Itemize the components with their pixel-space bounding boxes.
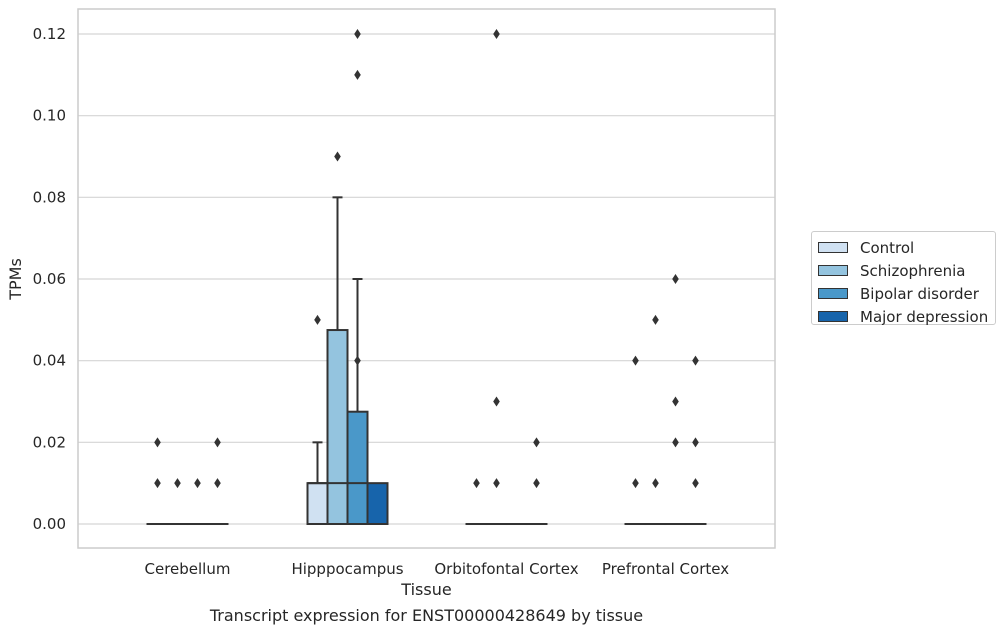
y-axis-title: TPMs: [6, 258, 25, 301]
box-group: [525, 437, 548, 526]
box-layer: [146, 29, 707, 526]
box: [346, 410, 369, 526]
outlier-point: [533, 478, 540, 489]
outlier-point: [632, 355, 639, 366]
outlier-point: [692, 355, 699, 366]
x-axis-title: Tissue: [400, 580, 451, 599]
y-tick-label: 0.02: [33, 433, 66, 451]
box-group: [485, 29, 508, 526]
grid-lines: [78, 33, 775, 525]
y-tick-label: 0.06: [33, 270, 66, 288]
y-tick-label: 0.00: [33, 515, 66, 533]
outlier-point: [493, 29, 500, 39]
legend-item: Control: [818, 236, 989, 259]
legend-swatch: [818, 265, 848, 276]
legend-swatch: [818, 311, 848, 322]
x-tick-label: Cerebellum: [145, 560, 231, 578]
legend-label: Schizophrenia: [860, 261, 966, 280]
box-group: [166, 478, 189, 526]
legend-item: Bipolar disorder: [818, 282, 989, 305]
box-group: [465, 478, 488, 526]
outlier-point: [174, 478, 181, 489]
x-tick-labels: Cerebellum Hipppocampus Orbitofontal Corte…: [145, 560, 730, 578]
legend-label: Control: [860, 238, 915, 257]
y-tick-labels: 0.00 0.02 0.04 0.06 0.08 0.10 0.12: [33, 25, 66, 533]
legend-item: Schizophrenia: [818, 259, 989, 282]
outlier-point: [692, 478, 699, 489]
outlier-point: [354, 69, 361, 80]
box: [366, 482, 389, 525]
outlier-point: [493, 478, 500, 489]
box-group: [684, 355, 707, 526]
outlier-point: [154, 478, 161, 489]
outlier-point: [672, 437, 679, 448]
box-group: [366, 482, 389, 525]
x-tick-label: Orbitofontal Cortex: [434, 560, 578, 578]
chart-caption: Transcript expression for ENST0000042864…: [209, 606, 644, 625]
legend-swatch: [818, 242, 848, 253]
legend-item: Major depression: [818, 305, 989, 328]
outlier-point: [354, 29, 361, 39]
box-group: [306, 314, 329, 525]
outlier-point: [692, 437, 699, 448]
outlier-point: [533, 437, 540, 448]
box-group: [206, 437, 229, 526]
box-group: [644, 314, 667, 526]
outlier-point: [672, 396, 679, 407]
outlier-point: [652, 478, 659, 489]
outlier-point: [493, 396, 500, 407]
legend-swatch: [818, 288, 848, 299]
outlier-point: [473, 478, 480, 489]
legend-label: Major depression: [860, 307, 989, 326]
box-group: [346, 29, 369, 526]
outlier-point: [214, 437, 221, 448]
legend: Control Schizophrenia Bipolar disorder Majo…: [811, 231, 996, 328]
outlier-point: [314, 314, 321, 325]
y-tick-label: 0.12: [33, 25, 66, 43]
legend-label: Bipolar disorder: [860, 284, 979, 303]
outlier-point: [154, 437, 161, 448]
x-tick-label: Prefrontal Cortex: [602, 560, 729, 578]
outlier-point: [354, 355, 361, 366]
outlier-point: [652, 314, 659, 325]
box-group: [186, 478, 209, 526]
outlier-point: [334, 151, 341, 162]
box-group: [664, 274, 687, 526]
box-group: [146, 437, 169, 526]
outlier-point: [214, 478, 221, 489]
box: [306, 482, 329, 525]
plot-frame: [77, 8, 776, 549]
outlier-point: [632, 478, 639, 489]
y-tick-label: 0.04: [33, 352, 66, 370]
y-tick-label: 0.08: [33, 188, 66, 206]
x-tick-label: Hipppocampus: [291, 560, 403, 578]
box-group: [326, 151, 349, 525]
outlier-point: [672, 274, 679, 284]
box: [326, 329, 349, 525]
box-group: [624, 355, 647, 526]
outlier-point: [194, 478, 201, 489]
y-tick-label: 0.10: [33, 107, 66, 125]
